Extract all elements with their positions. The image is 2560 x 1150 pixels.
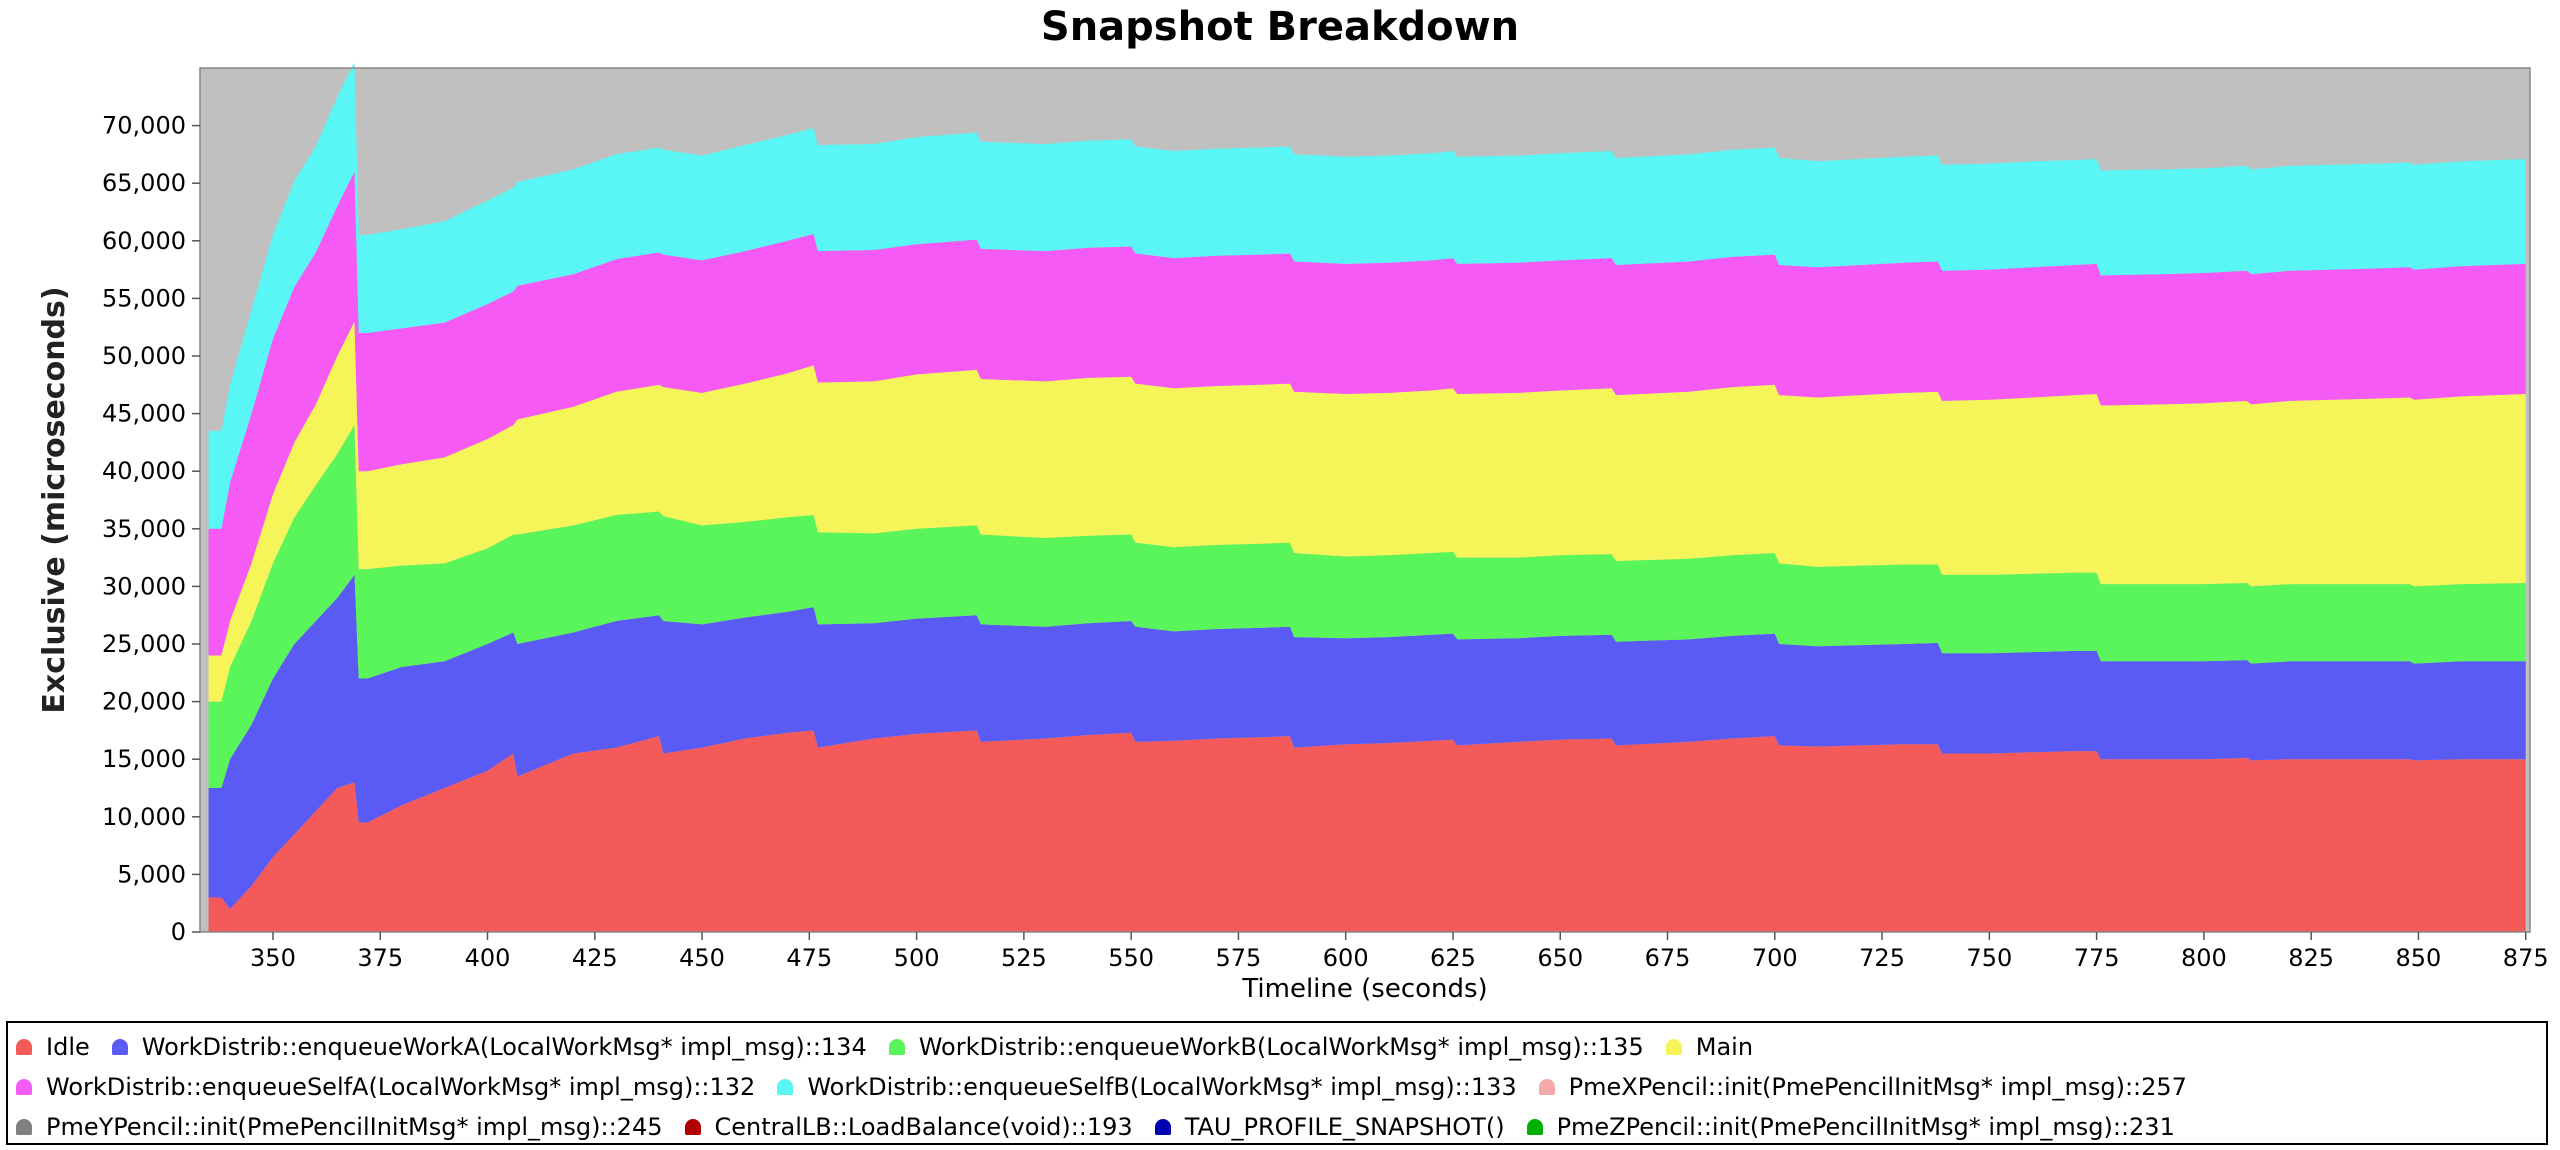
x-tick-label: 625 <box>1430 944 1476 972</box>
series-area-1 <box>208 574 2526 909</box>
legend-label: Main <box>1695 1033 1754 1061</box>
legend-swatch-icon <box>1526 1119 1543 1135</box>
legend-label: WorkDistrib::enqueueSelfA(LocalWorkMsg* … <box>46 1073 756 1101</box>
y-tick-label: 45,000 <box>102 400 186 428</box>
y-axis: 0 5,000 10,000 15,000 20,000 25,000 30,000 35,0… <box>102 112 200 946</box>
y-tick-label: 55,000 <box>102 284 186 312</box>
stacked-areas <box>208 62 2526 932</box>
x-axis-title: Timeline (seconds) <box>1241 974 1487 1004</box>
legend-item: PmeXPencil::init(PmePencilInitMsg* impl_… <box>1538 1073 2187 1101</box>
x-tick-label: 475 <box>786 944 832 972</box>
chart-title: Snapshot Breakdown <box>1041 4 1519 50</box>
x-tick-label: 425 <box>572 944 618 972</box>
legend: Idle WorkDistrib::enqueueWorkA(LocalWorkM… <box>6 1021 2548 1145</box>
x-tick-label: 675 <box>1645 944 1691 972</box>
legend-label: TAU_PROFILE_SNAPSHOT() <box>1184 1113 1505 1141</box>
legend-item: Idle <box>16 1033 90 1061</box>
legend-swatch-icon <box>1665 1039 1682 1055</box>
y-tick-label: 50,000 <box>102 342 186 370</box>
y-tick-label: 10,000 <box>102 803 186 831</box>
legend-swatch-icon <box>1154 1119 1171 1135</box>
y-tick-label: 30,000 <box>102 572 186 600</box>
legend-item: PmeZPencil::init(PmePencilInitMsg* impl_… <box>1526 1113 2175 1141</box>
y-tick-label: 5,000 <box>117 860 186 888</box>
legend-swatch-icon <box>111 1039 128 1055</box>
legend-label: WorkDistrib::enqueueSelfB(LocalWorkMsg* … <box>807 1073 1517 1101</box>
legend-swatch-icon <box>16 1039 32 1055</box>
y-tick-label: 15,000 <box>102 745 186 773</box>
x-tick-label: 400 <box>465 944 511 972</box>
y-tick-label: 60,000 <box>102 227 186 255</box>
legend-row: PmeYPencil::init(PmePencilInitMsg* impl_… <box>16 1107 2197 1147</box>
x-tick-label: 575 <box>1216 944 1262 972</box>
x-tick-label: 850 <box>2396 944 2442 972</box>
legend-label: PmeYPencil::init(PmePencilInitMsg* impl_… <box>46 1113 663 1141</box>
x-tick-label: 550 <box>1108 944 1154 972</box>
series-area-4 <box>208 171 2526 656</box>
legend-item: WorkDistrib::enqueueSelfB(LocalWorkMsg* … <box>777 1073 1517 1101</box>
plot-frame <box>199 67 2531 933</box>
x-tick-label: 450 <box>679 944 725 972</box>
x-tick-label: 800 <box>2181 944 2227 972</box>
y-tick-label: 65,000 <box>102 169 186 197</box>
x-tick-label: 725 <box>1859 944 1905 972</box>
legend-row: Idle WorkDistrib::enqueueWorkA(LocalWorkM… <box>16 1027 1775 1067</box>
legend-label: PmeZPencil::init(PmePencilInitMsg* impl_… <box>1556 1113 2175 1141</box>
legend-label: CentralLB::LoadBalance(void)::193 <box>714 1113 1133 1141</box>
legend-label: PmeXPencil::init(PmePencilInitMsg* impl_… <box>1568 1073 2187 1101</box>
y-tick-label: 25,000 <box>102 630 186 658</box>
y-tick-label: 70,000 <box>102 112 186 140</box>
x-tick-label: 600 <box>1323 944 1369 972</box>
x-tick-label: 775 <box>2074 944 2120 972</box>
x-tick-label: 375 <box>357 944 403 972</box>
x-tick-label: 825 <box>2288 944 2334 972</box>
legend-item: PmeYPencil::init(PmePencilInitMsg* impl_… <box>16 1113 663 1141</box>
legend-swatch-icon <box>16 1119 32 1135</box>
legend-swatch-icon <box>1538 1079 1555 1095</box>
y-tick-label: 40,000 <box>102 457 186 485</box>
legend-label: Idle <box>46 1033 90 1061</box>
legend-swatch-icon <box>16 1079 32 1095</box>
y-tick-label: 20,000 <box>102 688 186 716</box>
legend-item: WorkDistrib::enqueueWorkA(LocalWorkMsg* … <box>111 1033 867 1061</box>
y-tick-label: 0 <box>171 918 186 946</box>
x-tick-label: 750 <box>1966 944 2012 972</box>
series-area-5 <box>208 62 2526 529</box>
legend-swatch-icon <box>888 1039 905 1055</box>
x-tick-label: 700 <box>1752 944 1798 972</box>
x-tick-label: 875 <box>2503 944 2549 972</box>
legend-label: WorkDistrib::enqueueWorkA(LocalWorkMsg* … <box>141 1033 867 1061</box>
chart: Snapshot Breakdown 0 5,000 10,000 15,000 20,… <box>37 4 2549 1004</box>
series-area-2 <box>208 425 2526 788</box>
x-tick-label: 500 <box>894 944 940 972</box>
legend-item: Main <box>1665 1033 1754 1061</box>
y-axis-title: Exclusive (microseconds) <box>37 286 72 713</box>
x-tick-label: 350 <box>250 944 296 972</box>
legend-item: CentralLB::LoadBalance(void)::193 <box>684 1113 1133 1141</box>
legend-item: TAU_PROFILE_SNAPSHOT() <box>1154 1113 1505 1141</box>
x-tick-label: 650 <box>1537 944 1583 972</box>
legend-label: WorkDistrib::enqueueWorkB(LocalWorkMsg* … <box>918 1033 1644 1061</box>
x-axis: 350 375 400 425 450 475 500 525 550 575 600 625 650 6… <box>250 932 2549 972</box>
legend-item: WorkDistrib::enqueueWorkB(LocalWorkMsg* … <box>888 1033 1644 1061</box>
legend-row: WorkDistrib::enqueueSelfA(LocalWorkMsg* … <box>16 1067 2209 1107</box>
legend-swatch-icon <box>684 1119 701 1135</box>
y-tick-label: 35,000 <box>102 515 186 543</box>
legend-item: WorkDistrib::enqueueSelfA(LocalWorkMsg* … <box>16 1073 755 1101</box>
series-area-3 <box>208 321 2526 702</box>
series-area-0 <box>208 730 2526 932</box>
x-tick-label: 525 <box>1001 944 1047 972</box>
legend-swatch-icon <box>777 1079 794 1095</box>
